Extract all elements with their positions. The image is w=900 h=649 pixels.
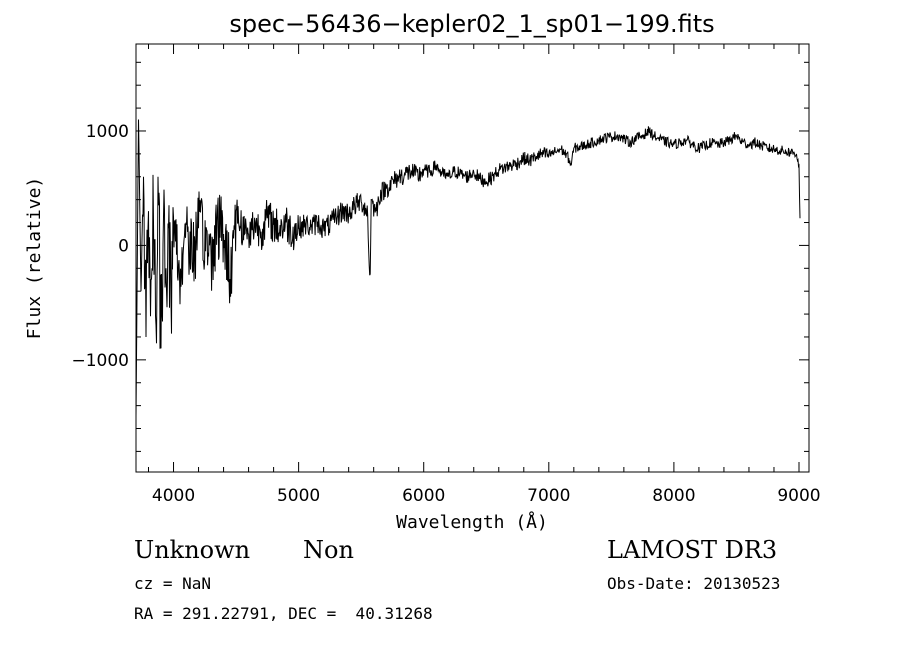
y-tick-labels: −1000 0 1000: [71, 122, 129, 371]
object-class: Unknown: [134, 536, 251, 564]
y-tick-label: −1000: [71, 351, 129, 371]
x-tick-labels: 4000 5000 6000 7000 8000 9000: [152, 486, 821, 506]
x-tick-label: 7000: [527, 486, 570, 506]
redshift-text: cz = NaN: [134, 574, 212, 593]
x-tick-label: 5000: [277, 486, 320, 506]
axis-ticks: [136, 44, 809, 472]
x-axis-label: Wavelength (Å): [396, 511, 548, 533]
x-tick-label: 9000: [777, 486, 820, 506]
plot-frame: [135, 43, 810, 473]
y-tick-label: 0: [118, 236, 129, 256]
y-tick-label: 1000: [86, 122, 129, 142]
survey-name: LAMOST DR3: [607, 536, 778, 564]
y-axis-label: Flux (relative): [24, 177, 45, 340]
chart-title: spec−56436−kepler02_1_sp01−199.fits: [229, 10, 714, 38]
x-tick-label: 6000: [402, 486, 445, 506]
x-tick-label: 4000: [152, 486, 195, 506]
x-tick-label: 8000: [652, 486, 695, 506]
observation-date: Obs-Date: 20130523: [607, 574, 781, 593]
object-subclass: Non: [303, 536, 354, 564]
coordinates-text: RA = 291.22791, DEC = 40.31268: [134, 604, 433, 623]
spectrum-line: [135, 119, 801, 418]
